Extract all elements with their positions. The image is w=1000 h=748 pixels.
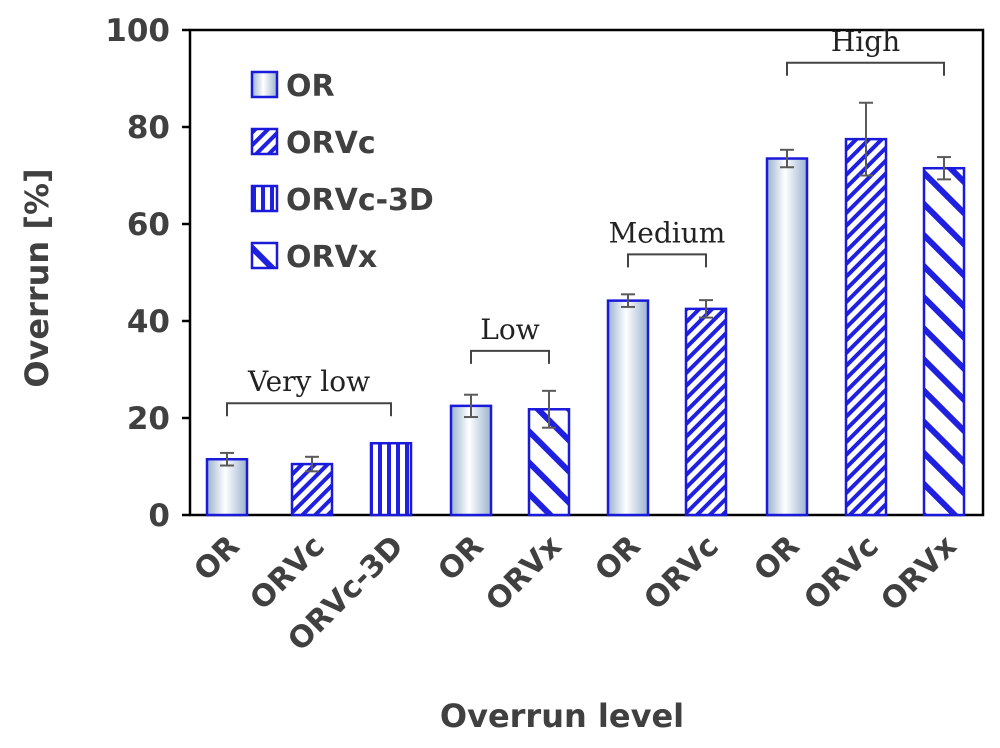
x-tick-label: ORVx (874, 529, 963, 618)
legend-swatch (250, 127, 279, 156)
group-bracket (786, 61, 945, 76)
x-axis-title: Overrun level (440, 697, 684, 735)
x-tick-label: ORVc (638, 529, 726, 617)
legend-label: ORVc (286, 126, 376, 161)
bar (369, 441, 413, 517)
group-bracket (226, 402, 392, 417)
y-tick-label: 0 (148, 498, 170, 534)
legend-swatch (250, 70, 279, 99)
group-bracket (470, 349, 550, 364)
bar (844, 137, 888, 517)
x-tick-label: OR (188, 529, 247, 588)
legend: OR ORVc ORVc-3D ORVx (250, 69, 434, 275)
y-tick-label: 60 (127, 207, 170, 243)
legend-swatch (250, 241, 279, 270)
legend-label: ORVc-3D (286, 183, 434, 218)
legend-label: ORVx (286, 240, 377, 275)
plot-area (188, 28, 985, 517)
bar (684, 307, 728, 517)
group-label: Medium (609, 216, 726, 249)
group-brackets: Very low Low Medium High (226, 25, 945, 417)
bars (205, 101, 966, 517)
group-label: Low (480, 313, 539, 346)
legend-label: OR (286, 69, 335, 104)
x-tick-label: OR (432, 529, 491, 588)
x-tick-label: OR (748, 529, 807, 588)
group-label: High (831, 25, 900, 58)
bar (449, 404, 493, 517)
legend-swatch (250, 184, 279, 213)
bar (205, 457, 249, 517)
y-tick-label: 20 (127, 401, 170, 437)
y-tick-label: 100 (105, 13, 170, 49)
x-tick-label: ORVx (479, 529, 568, 618)
x-tick-label: ORVc (798, 529, 886, 617)
bar (922, 166, 966, 517)
y-axis-title: Overrun [%] (18, 168, 56, 387)
group-bracket (627, 253, 707, 268)
bar (606, 299, 650, 517)
group-label: Very low (247, 365, 370, 398)
y-tick-label: 40 (127, 304, 170, 340)
bar (765, 157, 809, 517)
x-tick-label: OR (589, 529, 648, 588)
plot-frame (188, 28, 985, 517)
y-axis: 0 20 40 60 80 100 (105, 13, 190, 534)
y-tick-label: 80 (127, 110, 170, 146)
